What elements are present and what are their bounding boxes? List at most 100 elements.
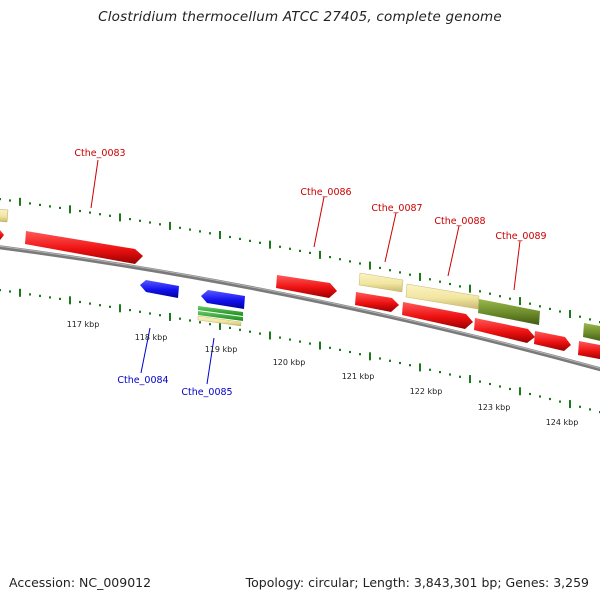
gene-feature-cthe-0084 (140, 280, 179, 298)
outer-minor-tick (79, 209, 81, 213)
gene-label-cthe-0087: Cthe_0087 (371, 203, 422, 214)
outer-minor-tick (359, 262, 361, 265)
inner-minor-tick (359, 353, 361, 356)
outer-minor-tick (529, 302, 531, 305)
inner-minor-tick (259, 332, 261, 335)
outer-minor-tick (99, 213, 101, 216)
outer-minor-tick (159, 223, 161, 226)
outer-minor-tick (339, 258, 341, 261)
outer-minor-tick (349, 260, 351, 263)
genome-backbone (0, 245, 600, 372)
inner-minor-tick (449, 373, 451, 376)
outer-minor-tick (89, 211, 91, 214)
inner-minor-tick (299, 340, 301, 343)
gene-feature-edge-tan (0, 209, 9, 223)
outer-minor-tick (299, 249, 301, 252)
inner-minor-tick (439, 371, 441, 374)
outer-minor-tick (0, 198, 1, 201)
outer-minor-tick (389, 269, 391, 272)
outer-minor-tick (479, 290, 481, 293)
outer-minor-tick (459, 285, 461, 288)
inner-minor-tick (129, 309, 131, 312)
gene-feature-red-2 (402, 302, 473, 329)
inner-minor-tick (339, 348, 341, 351)
map-title: Clostridium thermocellum ATCC 27405, com… (98, 9, 502, 25)
outer-minor-tick (379, 266, 381, 269)
gene-feature-red-edge (578, 341, 600, 360)
outer-major-tick (569, 310, 571, 318)
outer-minor-tick (189, 228, 191, 231)
gene-feature-red-4 (534, 331, 571, 351)
inner-minor-tick (179, 317, 181, 320)
inner-minor-tick (0, 289, 1, 292)
inner-minor-tick (389, 359, 391, 362)
outer-minor-tick (199, 230, 201, 233)
outer-minor-tick (239, 237, 241, 240)
outer-minor-tick (399, 271, 401, 274)
inner-minor-tick (209, 323, 211, 326)
outer-minor-tick (29, 202, 31, 205)
outer-minor-tick (279, 245, 281, 248)
rna-feature-green-2 (198, 311, 243, 321)
leader-line-cthe-0086 (313, 196, 325, 248)
inner-major-tick (119, 304, 121, 313)
outer-minor-tick (549, 307, 551, 310)
outer-minor-tick (429, 278, 431, 281)
outer-major-tick (119, 213, 121, 222)
inner-minor-tick (539, 395, 541, 398)
inner-major-tick (419, 363, 421, 372)
gene-feature-olive-edge (583, 323, 600, 341)
kbp-label-119: 119 kbp (205, 345, 238, 354)
outer-major-tick (19, 197, 21, 206)
gene-feature-cthe-0089 (478, 299, 540, 325)
inner-minor-tick (99, 304, 101, 307)
outer-minor-tick (289, 247, 291, 250)
inner-minor-tick (279, 336, 281, 339)
outer-minor-tick (509, 297, 511, 300)
outer-minor-tick (329, 256, 331, 259)
gene-label-cthe-0083: Cthe_0083 (74, 148, 125, 159)
inner-minor-tick (459, 375, 461, 378)
outer-minor-tick (149, 221, 151, 224)
gene-feature-cthe-0086 (276, 275, 337, 298)
outer-major-tick (69, 205, 71, 214)
outer-minor-tick (489, 292, 491, 295)
inner-minor-tick (379, 357, 381, 360)
outer-minor-tick (49, 205, 51, 208)
kbp-label-121: 121 kbp (342, 372, 375, 381)
outer-minor-tick (109, 214, 111, 217)
outer-minor-tick (179, 226, 181, 229)
inner-major-tick (469, 375, 471, 384)
inner-minor-tick (579, 405, 581, 408)
inner-minor-tick (409, 364, 411, 367)
outer-major-tick (419, 272, 421, 281)
inner-minor-tick (249, 330, 251, 333)
gene-label-cthe-0088: Cthe_0088 (434, 216, 485, 227)
inner-minor-tick (329, 346, 331, 349)
inner-minor-tick (479, 380, 481, 383)
inner-minor-tick (489, 382, 491, 386)
outer-minor-tick (559, 310, 561, 313)
accession-text: Accession: NC_009012 (9, 575, 152, 590)
outer-major-tick (269, 240, 271, 249)
inner-major-tick (519, 387, 521, 396)
inner-minor-tick (199, 321, 201, 324)
outer-minor-tick (39, 203, 41, 206)
inner-minor-tick (109, 305, 111, 308)
inner-minor-tick (549, 397, 551, 401)
inner-major-tick (69, 296, 71, 305)
inner-minor-tick (189, 319, 191, 322)
kbp-label-120: 120 kbp (273, 358, 306, 367)
outer-minor-tick (589, 318, 591, 321)
inner-minor-tick (509, 387, 511, 391)
inner-major-tick (219, 321, 221, 330)
genome-summary-text: Topology: circular; Length: 3,843,301 bp… (245, 575, 589, 590)
inner-minor-tick (399, 361, 401, 365)
outer-major-tick (519, 297, 521, 306)
gene-feature-cthe-0085 (201, 290, 245, 309)
inner-minor-tick (529, 392, 531, 396)
inner-minor-tick (59, 297, 61, 300)
inner-minor-tick (499, 385, 501, 388)
inner-minor-tick (589, 408, 591, 411)
